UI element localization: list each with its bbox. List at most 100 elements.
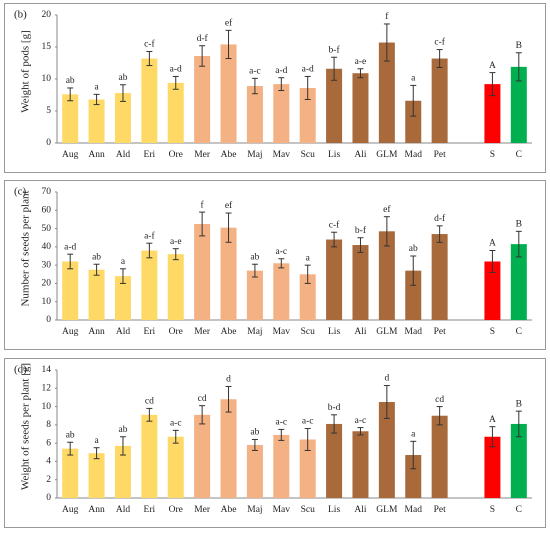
significance-label: d-f [197, 33, 209, 44]
bar [246, 444, 263, 498]
chart-panel: (d) 0 2 4 6 8 10 12 14 Aug ab Ann a Ald ab Eri cd Ore a-c M… [4, 358, 546, 528]
x-tick-label: Mad [405, 505, 423, 515]
bar [352, 245, 369, 320]
bar [273, 263, 290, 320]
x-tick-label: Lis [328, 505, 340, 515]
y-tick-label: 10 [42, 297, 52, 307]
bar [484, 261, 501, 320]
bar [378, 402, 395, 498]
bar [194, 55, 211, 143]
x-tick-label: Maj [247, 150, 262, 160]
x-tick-label: Ald [116, 505, 131, 515]
significance-label: ab [409, 244, 418, 254]
significance-label: f [385, 11, 389, 22]
bar [431, 415, 448, 498]
bar [167, 82, 184, 143]
x-tick-label: Scu [301, 327, 316, 337]
x-tick-label: S [490, 150, 495, 160]
significance-label: ab [250, 428, 259, 438]
x-tick-label: Lis [328, 150, 340, 160]
x-tick-label: Aug [62, 327, 79, 337]
panel-label: (b) [14, 9, 27, 21]
x-tick-label: Ore [169, 327, 183, 337]
y-tick-label: 60 [42, 205, 52, 215]
y-tick-label: 0 [46, 315, 51, 325]
y-tick-label: 4 [46, 457, 51, 467]
significance-label: ab [250, 252, 259, 262]
x-tick-label: Lis [328, 327, 340, 337]
bar [114, 276, 131, 320]
bar [88, 269, 105, 320]
y-axis-label: Weight of seeds per plant [g] [19, 362, 32, 491]
panel-label: (c) [14, 186, 27, 198]
significance-label: a-c [302, 417, 314, 427]
x-tick-label: Ann [88, 505, 105, 515]
bar [510, 66, 527, 143]
bar [326, 239, 343, 320]
x-tick-label: Abe [221, 327, 237, 337]
x-tick-label: Ald [116, 327, 131, 337]
x-tick-label: Aug [62, 505, 79, 515]
significance-label: a-c [276, 418, 288, 428]
y-tick-label: 10 [42, 402, 52, 412]
bar [326, 423, 343, 498]
bar [114, 445, 131, 498]
y-tick-label: 12 [42, 383, 52, 393]
y-tick-label: 8 [46, 420, 51, 430]
y-tick-label: 2 [46, 475, 51, 485]
significance-label: a-c [170, 419, 182, 429]
y-tick-label: 0 [46, 493, 51, 503]
bar [194, 414, 211, 498]
bar [246, 270, 263, 320]
x-tick-label: Eri [144, 327, 156, 337]
chart-panel: (c) 0 10 20 30 40 50 60 70 Aug a-d Ann ab Ald a Eri a-f O… [4, 180, 546, 350]
significance-label: ef [225, 18, 233, 29]
bar [62, 448, 79, 498]
x-tick-label: GLM [376, 150, 398, 160]
x-tick-label: Maj [247, 505, 262, 515]
x-tick-label: Ald [116, 150, 131, 160]
significance-label: ab [66, 76, 75, 86]
x-tick-label: Pet [434, 505, 447, 515]
significance-label: a-c [249, 67, 261, 77]
bar [405, 270, 422, 320]
significance-label: d [384, 374, 389, 384]
significance-label: a [411, 74, 416, 84]
y-tick-label: 14 [42, 365, 52, 375]
x-tick-label: Mav [273, 150, 291, 160]
x-tick-label: Ore [169, 150, 183, 160]
x-tick-label: GLM [376, 505, 398, 515]
bar [510, 423, 527, 498]
significance-label: A [489, 239, 496, 249]
x-tick-label: C [516, 327, 522, 337]
bar [62, 261, 79, 320]
significance-label: ab [118, 73, 127, 83]
bar [299, 439, 316, 498]
x-tick-label: Mer [194, 505, 211, 515]
y-tick-label: 30 [42, 260, 52, 270]
significance-label: B [516, 399, 522, 409]
significance-label: A [489, 415, 496, 425]
bar [246, 86, 263, 143]
significance-label: c-f [144, 39, 155, 50]
significance-label: a-d [275, 66, 287, 76]
significance-label: B [516, 220, 522, 230]
significance-label: a-e [355, 57, 367, 67]
x-tick-label: Ali [354, 150, 367, 160]
significance-label: a-d [302, 65, 314, 75]
bar [220, 399, 237, 498]
bar [220, 227, 237, 320]
significance-label: a [411, 430, 416, 440]
significance-label: c-f [434, 37, 445, 48]
x-tick-label: Mad [405, 327, 423, 337]
y-tick-label: 5 [46, 106, 51, 116]
panel-border [4, 3, 546, 173]
y-tick-label: 20 [42, 10, 52, 20]
bar [352, 73, 369, 143]
x-tick-label: Mad [405, 150, 423, 160]
y-tick-label: 40 [42, 242, 52, 252]
bar [326, 68, 343, 143]
panel-label: (d) [14, 364, 27, 376]
x-tick-label: C [516, 505, 522, 515]
significance-label: a-d [64, 242, 76, 252]
